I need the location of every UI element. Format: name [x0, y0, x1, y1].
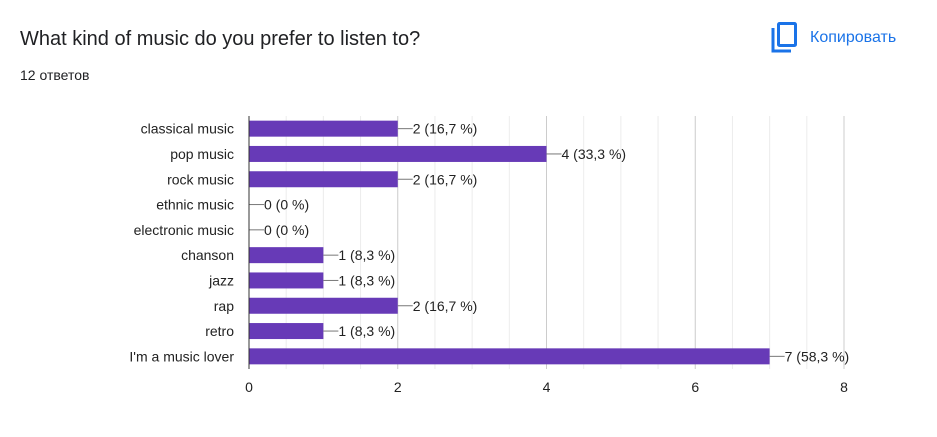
response-count: 12 ответов — [20, 67, 90, 83]
x-tick-label: 0 — [245, 379, 253, 395]
category-label: electronic music — [134, 222, 234, 238]
bar — [249, 247, 324, 264]
bar — [249, 272, 324, 289]
data-label: 1 (8,3 %) — [338, 247, 395, 263]
category-label: classical music — [141, 121, 234, 137]
bar — [249, 120, 398, 137]
data-label: 4 (33,3 %) — [562, 146, 627, 162]
copy-button-label: Копировать — [810, 29, 897, 46]
bar — [249, 323, 324, 340]
chart-bars — [249, 120, 770, 365]
x-tick-label: 4 — [543, 379, 551, 395]
copy-icon — [770, 22, 798, 54]
chart-labels: 0 2 4 6 8 classical music 2 (16,7 %) pop music 4… — [129, 116, 849, 395]
data-label: 0 (0 %) — [264, 222, 309, 238]
data-label: 1 (8,3 %) — [338, 323, 395, 339]
category-label: rock music — [167, 171, 234, 187]
x-tick-label: 6 — [691, 379, 699, 395]
data-label: 0 (0 %) — [264, 197, 309, 213]
question-title: What kind of music do you prefer to list… — [20, 28, 421, 50]
category-label: rap — [214, 298, 234, 314]
category-label: pop music — [170, 146, 234, 162]
category-label: I'm a music lover — [129, 348, 234, 364]
category-label: jazz — [208, 272, 234, 288]
category-label: chanson — [181, 247, 234, 263]
x-tick-label: 8 — [840, 379, 848, 395]
bar — [249, 171, 398, 188]
data-label: 2 (16,7 %) — [413, 171, 478, 187]
bar — [249, 145, 547, 162]
bar — [249, 297, 398, 314]
x-tick-label: 2 — [394, 379, 402, 395]
data-label: 2 (16,7 %) — [413, 298, 478, 314]
category-label: retro — [205, 323, 234, 339]
data-label: 1 (8,3 %) — [338, 272, 395, 288]
copy-button[interactable]: Копировать — [770, 20, 896, 56]
bar — [249, 348, 770, 365]
category-label: ethnic music — [156, 197, 234, 213]
data-label: 2 (16,7 %) — [413, 121, 478, 137]
data-label: 7 (58,3 %) — [785, 348, 850, 364]
